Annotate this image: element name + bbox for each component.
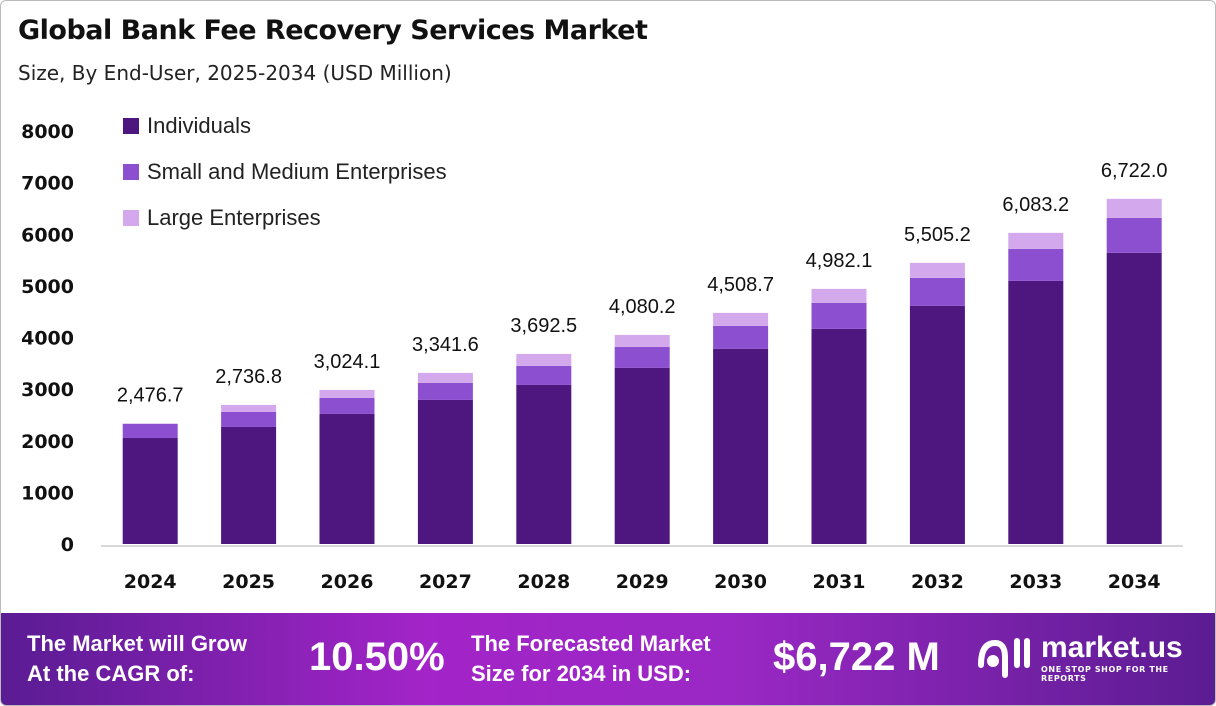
y-tick-label: 5000 — [21, 276, 74, 298]
total-data-label: 5,505.2 — [904, 224, 971, 246]
logo-name: market.us — [1041, 631, 1183, 664]
bar-segment-individuals — [1008, 280, 1064, 544]
cagr-label-line2: At the CAGR of: — [27, 661, 195, 686]
bar-segment-large-enterprises — [122, 423, 178, 424]
cagr-value: 10.50% — [309, 635, 445, 679]
legend-label: Small and Medium Enterprises — [147, 159, 447, 184]
bar-segment-large-enterprises — [1106, 198, 1162, 218]
y-tick-label: 8000 — [21, 121, 74, 143]
legend-label: Individuals — [147, 113, 251, 138]
x-tick-label: 2027 — [419, 571, 472, 593]
y-tick-label: 6000 — [21, 224, 74, 246]
total-data-label: 6,083.2 — [1002, 194, 1069, 216]
x-tick-label: 2029 — [616, 571, 669, 593]
logo-tagline: ONE STOP SHOP FOR THE REPORTS — [1041, 665, 1169, 683]
bar-segment-small-and-medium-enterprises — [614, 346, 670, 368]
bar-segment-small-and-medium-enterprises — [417, 382, 473, 400]
total-data-label: 3,692.5 — [510, 315, 577, 337]
total-data-label: 4,080.2 — [609, 296, 676, 318]
bar-segment-large-enterprises — [811, 288, 867, 303]
total-data-label: 6,722.0 — [1101, 160, 1168, 182]
total-data-label: 4,508.7 — [707, 274, 774, 296]
total-data-label: 3,024.1 — [314, 351, 381, 373]
bar-segment-individuals — [713, 348, 769, 544]
bar-segment-individuals — [614, 367, 670, 544]
bar-segment-large-enterprises — [417, 372, 473, 383]
legend-swatch — [123, 210, 139, 226]
x-tick-label: 2033 — [1009, 571, 1062, 593]
bar-segment-large-enterprises — [614, 334, 670, 347]
bar-segment-large-enterprises — [319, 389, 375, 398]
bar-segment-individuals — [811, 328, 867, 544]
bar-segment-small-and-medium-enterprises — [319, 397, 375, 414]
legend-label: Large Enterprises — [147, 205, 321, 230]
x-tick-label: 2031 — [813, 571, 866, 593]
bar-segment-small-and-medium-enterprises — [1008, 248, 1064, 281]
bar-segment-individuals — [122, 437, 178, 544]
bar-segment-individuals — [319, 413, 375, 544]
total-data-label: 4,982.1 — [806, 250, 873, 272]
x-tick-label: 2034 — [1108, 571, 1161, 593]
y-tick-label: 4000 — [21, 328, 74, 350]
bar-segment-individuals — [909, 305, 965, 544]
total-data-label: 2,476.7 — [117, 384, 184, 406]
forecast-label-line2: Size for 2034 in USD: — [471, 661, 692, 686]
y-tick-label: 7000 — [21, 173, 74, 195]
bar-segment-large-enterprises — [516, 353, 572, 366]
bar-segment-small-and-medium-enterprises — [221, 411, 277, 427]
y-tick-label: 0 — [61, 534, 74, 556]
x-tick-label: 2025 — [222, 571, 275, 593]
forecast-label: The Forecasted Market Size for 2034 in U… — [471, 629, 711, 689]
x-tick-label: 2026 — [321, 571, 374, 593]
legend-swatch — [123, 164, 139, 180]
total-data-label: 2,736.8 — [215, 366, 282, 388]
total-data-label: 3,341.6 — [412, 334, 479, 356]
x-tick-label: 2024 — [124, 571, 177, 593]
forecast-label-line1: The Forecasted Market — [471, 631, 711, 656]
bar-segment-large-enterprises — [1008, 232, 1064, 249]
bar-segment-individuals — [417, 399, 473, 544]
y-tick-label: 2000 — [21, 431, 74, 453]
bar-segment-large-enterprises — [713, 312, 769, 326]
bar-segment-individuals — [221, 426, 277, 544]
bar-segment-small-and-medium-enterprises — [516, 365, 572, 385]
market-us-logo-icon — [978, 638, 1030, 678]
bar-segment-small-and-medium-enterprises — [713, 325, 769, 349]
cagr-label: The Market will Grow At the CAGR of: — [27, 629, 247, 689]
bar-segment-large-enterprises — [221, 404, 277, 412]
x-tick-label: 2032 — [911, 571, 964, 593]
bar-segment-small-and-medium-enterprises — [811, 302, 867, 329]
footer-banner: The Market will Grow At the CAGR of: 10.… — [1, 613, 1215, 705]
bar-segment-small-and-medium-enterprises — [1106, 217, 1162, 253]
forecast-value: $6,722 M — [773, 635, 940, 679]
bar-segment-individuals — [1106, 252, 1162, 544]
bar-segment-large-enterprises — [909, 262, 965, 278]
bar-segment-small-and-medium-enterprises — [909, 277, 965, 306]
bar-segment-individuals — [516, 384, 572, 544]
bar-chart: 0 1000 2000 3000 4000 5000 6000 7000 8000 2,476.7… — [21, 113, 1183, 593]
x-tick-label: 2028 — [517, 571, 570, 593]
x-tick-label: 2030 — [714, 571, 767, 593]
legend-swatch — [123, 118, 139, 134]
chart-title: Global Bank Fee Recovery Services Market — [18, 15, 648, 46]
chart-subtitle: Size, By End-User, 2025-2034 (USD Millio… — [18, 61, 452, 85]
y-tick-label: 3000 — [21, 379, 74, 401]
y-tick-label: 1000 — [21, 482, 74, 504]
bar-segment-small-and-medium-enterprises — [122, 423, 178, 438]
cagr-label-line1: The Market will Grow — [27, 631, 248, 656]
